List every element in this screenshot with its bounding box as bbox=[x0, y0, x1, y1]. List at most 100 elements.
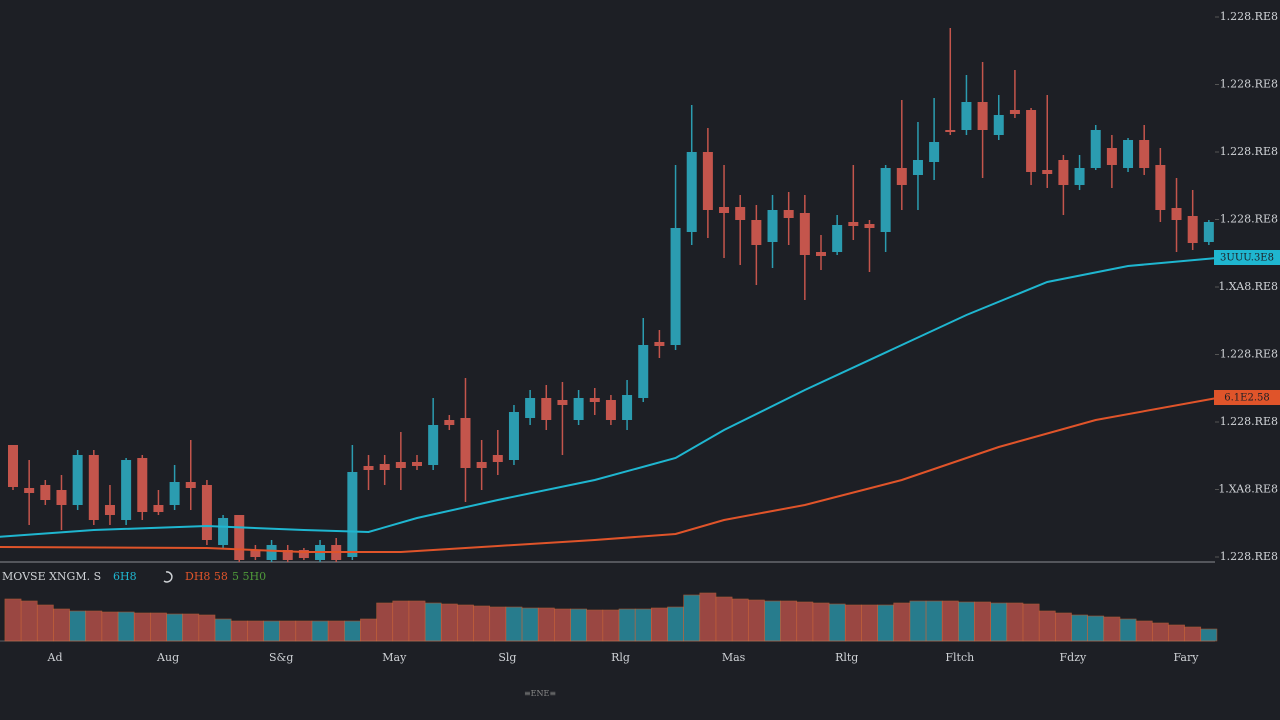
x-tick-label: S&g bbox=[269, 651, 293, 664]
volume-bar bbox=[1055, 612, 1072, 642]
volume-bar bbox=[1184, 626, 1202, 642]
x-tick-label: Fltch bbox=[945, 651, 974, 664]
candle-body bbox=[412, 462, 422, 466]
x-tick-label: Aug bbox=[156, 651, 179, 664]
legend-entry: 6H8 bbox=[113, 570, 137, 583]
candle-body bbox=[72, 455, 83, 505]
volume-bar bbox=[20, 600, 38, 642]
candle-body bbox=[24, 488, 35, 493]
price-tag-label: 6.1E2.58 bbox=[1224, 393, 1269, 404]
candle-body bbox=[605, 400, 616, 420]
x-tick-label: May bbox=[382, 651, 407, 664]
candle-body bbox=[848, 222, 859, 226]
x-tick-label: Fdzy bbox=[1060, 651, 1087, 664]
candle-body bbox=[783, 210, 794, 218]
volume-bar bbox=[182, 613, 200, 642]
volume-bar bbox=[230, 620, 248, 642]
volume-bar bbox=[1087, 615, 1105, 642]
candle-body bbox=[1026, 110, 1037, 172]
volume-bar bbox=[360, 618, 377, 642]
y-tick-label: 1.228.RE8 bbox=[1220, 78, 1278, 91]
volume-bar bbox=[974, 601, 991, 642]
volume-bar bbox=[602, 609, 620, 642]
volume-bar bbox=[424, 602, 442, 642]
candle-body bbox=[573, 398, 584, 420]
candle-body bbox=[589, 398, 600, 402]
x-tick-label: Ad bbox=[47, 651, 63, 664]
volume-bar bbox=[1103, 616, 1121, 642]
candle-body bbox=[201, 485, 212, 540]
x-tick-label: Mas bbox=[722, 651, 746, 664]
volume-bar bbox=[699, 592, 717, 642]
candle-body bbox=[1074, 168, 1085, 185]
candle-body bbox=[638, 345, 649, 398]
candle-body bbox=[1203, 222, 1214, 242]
volume-bar bbox=[408, 600, 426, 642]
y-tick-label: 1.228.RE8 bbox=[1220, 550, 1278, 563]
volume-bar bbox=[69, 610, 87, 642]
candle-body bbox=[1058, 160, 1069, 185]
volume-bar bbox=[198, 614, 216, 642]
candle-body bbox=[1155, 165, 1166, 210]
candle-body bbox=[977, 102, 988, 130]
candle-body bbox=[492, 455, 503, 462]
volume-bar bbox=[327, 620, 345, 642]
candle-body bbox=[541, 398, 552, 420]
candle-body bbox=[832, 225, 843, 252]
volume-bar bbox=[586, 609, 604, 642]
volume-bar bbox=[861, 604, 878, 642]
candle-body bbox=[557, 400, 568, 405]
volume-bar bbox=[311, 620, 329, 642]
candle-body bbox=[993, 115, 1004, 135]
volume-bar bbox=[909, 600, 927, 642]
volume-bar bbox=[279, 620, 297, 642]
candle-body bbox=[864, 224, 875, 228]
legend-entry: DH8 58 bbox=[185, 570, 228, 583]
volume-bar bbox=[780, 600, 798, 642]
candle-body bbox=[185, 482, 196, 488]
candle-body bbox=[1042, 170, 1053, 174]
volume-bar bbox=[85, 610, 103, 642]
x-tick-label: Rltg bbox=[835, 651, 858, 664]
moving-average-line bbox=[0, 257, 1218, 538]
candle-body bbox=[961, 102, 972, 130]
legend-icon bbox=[163, 571, 173, 583]
candle-body bbox=[1009, 110, 1020, 114]
candle-body bbox=[508, 412, 519, 460]
volume-bar bbox=[554, 608, 571, 642]
candle-body bbox=[137, 458, 148, 512]
volume-bar bbox=[53, 608, 70, 642]
volume-bar bbox=[1151, 622, 1169, 642]
volume-bar bbox=[958, 601, 975, 642]
candle-body bbox=[444, 420, 455, 425]
x-tick-label: Rlg bbox=[611, 651, 630, 664]
x-tick-label: Fary bbox=[1174, 651, 1200, 664]
candle-body bbox=[670, 228, 681, 345]
volume-bar bbox=[990, 602, 1008, 642]
volume-bar bbox=[1006, 602, 1024, 642]
volume-bar bbox=[747, 599, 765, 642]
volume-bar bbox=[1038, 610, 1056, 642]
legend-entry: 5 5H0 bbox=[232, 570, 266, 583]
volume-bar bbox=[1200, 628, 1218, 642]
candle-body bbox=[428, 425, 439, 465]
volume-bar bbox=[521, 607, 539, 642]
volume-bar bbox=[893, 602, 911, 642]
y-tick-label: 1.228.RE8 bbox=[1220, 213, 1278, 226]
candle-body bbox=[282, 550, 293, 560]
candle-body bbox=[719, 207, 730, 213]
candle-body bbox=[622, 395, 633, 420]
candle-body bbox=[56, 490, 67, 505]
volume-bar bbox=[263, 620, 280, 642]
volume-bar bbox=[36, 604, 54, 642]
candle-body bbox=[250, 550, 261, 557]
volume-bar bbox=[651, 607, 668, 642]
candle-body bbox=[686, 152, 697, 232]
candle-body bbox=[169, 482, 180, 505]
volume-bar bbox=[537, 607, 555, 642]
volume-bar bbox=[828, 603, 846, 642]
volume-bar bbox=[101, 611, 119, 642]
volume-bar bbox=[1168, 624, 1185, 642]
candle-body bbox=[912, 160, 923, 175]
